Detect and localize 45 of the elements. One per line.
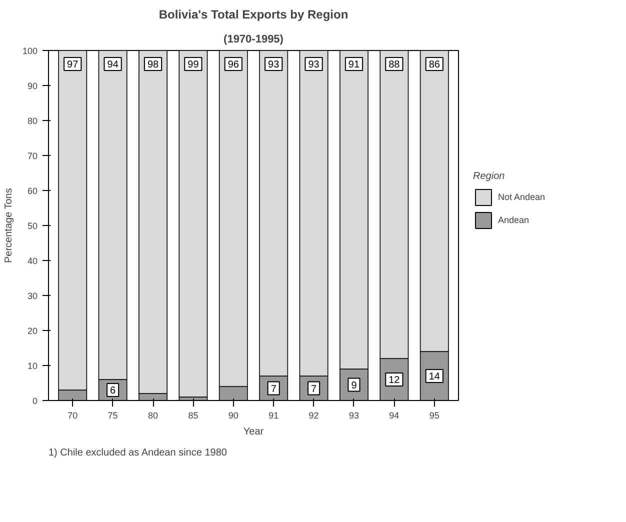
y-tick-label: 100 (22, 46, 38, 56)
x-tick-label: 75 (108, 410, 118, 420)
y-tick-label: 20 (27, 326, 38, 336)
y-tick-label: 70 (27, 151, 38, 161)
x-tick-label: 93 (348, 410, 359, 420)
y-tick-label: 60 (27, 186, 38, 196)
x-tick-label: 70 (68, 410, 78, 420)
data-label: 94 (107, 60, 119, 70)
data-label: 91 (348, 60, 360, 70)
data-label: 86 (428, 60, 440, 70)
y-tick-label: 90 (27, 81, 38, 91)
data-label: 14 (428, 372, 440, 382)
x-tick-label: 91 (268, 410, 279, 420)
data-label: 7 (270, 384, 277, 395)
data-label: 98 (147, 60, 160, 70)
x-tick-label: 90 (228, 410, 238, 420)
x-tick-label: 92 (308, 410, 319, 420)
y-tick-label: 80 (27, 116, 38, 126)
data-label: 12 (388, 375, 400, 386)
data-label: 7 (311, 384, 318, 395)
data-label: 6 (110, 386, 116, 396)
data-label: 99 (188, 60, 200, 70)
legend-label: Not Andean (498, 192, 546, 202)
y-axis-title: Percentage Tons (3, 188, 14, 264)
data-label: 93 (268, 60, 280, 70)
y-tick-label: 10 (27, 361, 38, 371)
text: 1) Chile excluded as Andean since 1980 (48, 448, 228, 458)
x-tick-label: 94 (389, 410, 400, 420)
y-tick-label: 0 (32, 396, 38, 406)
chart-subtitle: (1970-1995) (224, 34, 284, 46)
data-label: 97 (67, 60, 79, 70)
data-label: 93 (308, 60, 320, 70)
y-tick-label: 50 (27, 221, 38, 231)
data-label: 9 (351, 380, 358, 392)
x-axis-title: Year (243, 426, 264, 438)
legend-label: Andean (498, 215, 530, 225)
x-tick-label: 80 (148, 410, 158, 420)
data-label: 88 (388, 60, 400, 70)
y-tick-label: 30 (27, 291, 38, 301)
data-label: 96 (228, 60, 240, 70)
legend-title: Region (473, 171, 506, 182)
y-tick-label: 40 (27, 256, 38, 266)
chart-title: Bolivia's Total Exports by Region (158, 8, 348, 22)
x-tick-label: 95 (429, 410, 440, 420)
x-tick-label: 85 (188, 410, 198, 420)
